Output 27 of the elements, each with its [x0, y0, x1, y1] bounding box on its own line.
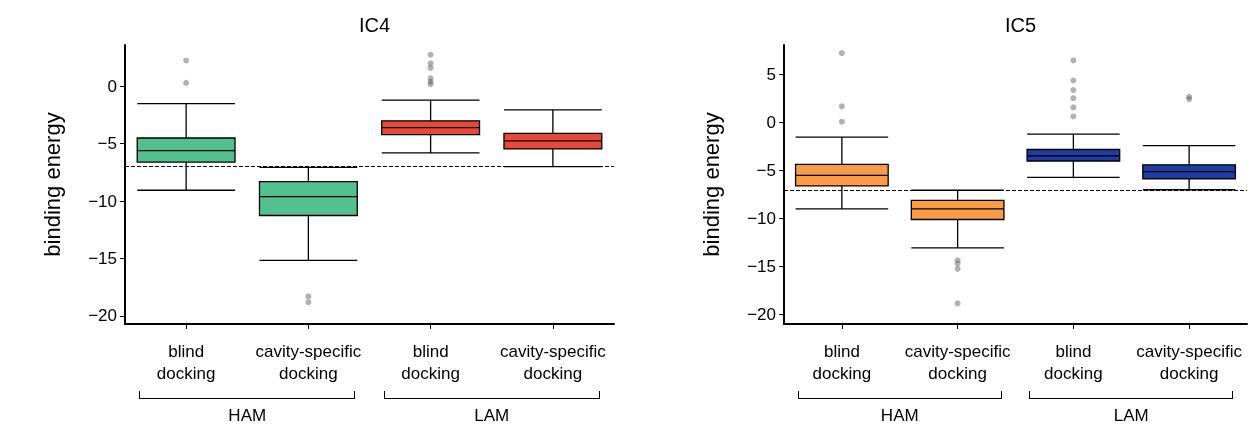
y-axis-title: binding energy [39, 112, 65, 257]
x-tick-label: blind docking [812, 341, 872, 383]
x-tick-label: blind docking [1044, 341, 1103, 383]
y-tick-label: 0 [107, 76, 117, 96]
chart-title: IC5 [1004, 14, 1037, 36]
y-tick-label: −5 [97, 134, 117, 154]
x-tick-label: blind docking [156, 341, 216, 383]
x-tick-label: blind docking [401, 341, 460, 383]
x-tick-label: cavity-specific docking [499, 341, 607, 383]
x-tick-label: cavity-specific docking [904, 341, 1012, 383]
y-tick-label: −20 [747, 304, 776, 324]
y-tick-label: 5 [766, 65, 776, 85]
y-tick-label: −5 [756, 161, 776, 181]
y-axis-title: binding energy [698, 112, 724, 257]
y-tick-label: −10 [88, 191, 117, 211]
x-tick-label: cavity-specific docking [1136, 341, 1243, 383]
y-tick-label: −15 [88, 249, 117, 269]
x-tick-label: cavity-specific docking [255, 341, 362, 383]
text: HAM [880, 406, 919, 426]
text: HAM [228, 406, 267, 426]
y-tick-label: −15 [747, 256, 776, 276]
y-tick-label: 0 [766, 113, 776, 133]
chart-title: IC4 [358, 14, 391, 36]
y-tick-label: −10 [747, 209, 776, 229]
y-tick-label: −20 [88, 306, 117, 326]
text: LAM [1113, 406, 1149, 426]
text: LAM [474, 406, 510, 426]
